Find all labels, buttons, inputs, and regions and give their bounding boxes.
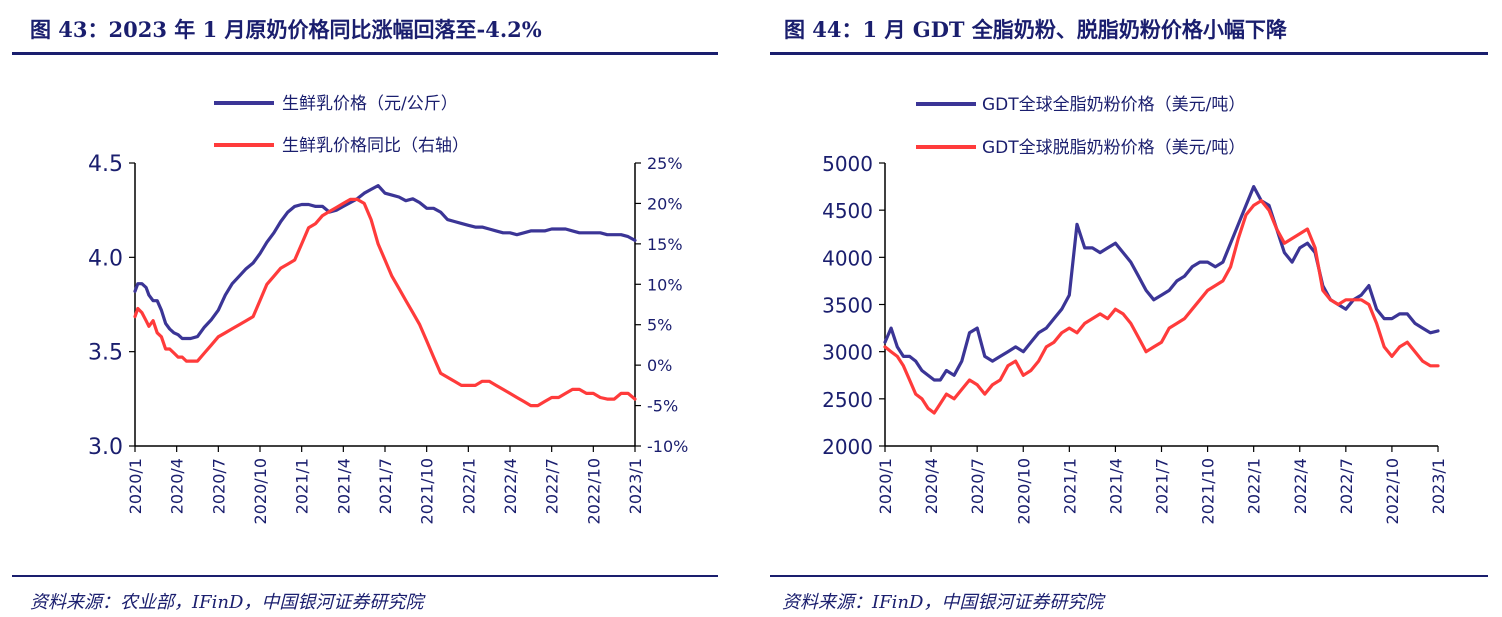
left-source-note: 资料来源：农业部，IFinD，中国银河证券研究院 bbox=[30, 592, 424, 613]
right-series-line-0 bbox=[883, 185, 1440, 382]
right-x-tick-label: 2022/1 bbox=[1245, 458, 1264, 514]
left-figure-title: 图 43：2023 年 1 月原奶价格同比涨幅回落至-4.2% bbox=[30, 17, 542, 42]
right-x-tick-label: 2021/4 bbox=[1106, 458, 1125, 514]
right-chart: GDT全球全脂奶粉价格（美元/吨） GDT全球脱脂奶粉价格（美元/吨） 2000… bbox=[822, 95, 1448, 524]
left-x-tick-label: 2020/10 bbox=[251, 458, 270, 524]
left-y-right-tick-label: -10% bbox=[647, 437, 688, 456]
left-x-tick-label: 2022/1 bbox=[459, 458, 478, 514]
right-x-tick-label: 2022/7 bbox=[1337, 458, 1356, 514]
right-x-tick-label: 2020/10 bbox=[1014, 458, 1033, 524]
legend-label-milk-price: 生鲜乳价格（元/公斤） bbox=[282, 94, 458, 114]
right-x-tick-label: 2022/4 bbox=[1291, 458, 1310, 514]
right-y-tick-label: 4500 bbox=[822, 199, 873, 223]
left-x-tick-label: 2022/10 bbox=[584, 458, 603, 524]
left-legend: 生鲜乳价格（元/公斤） 生鲜乳价格同比（右轴） bbox=[214, 94, 469, 156]
right-legend: GDT全球全脂奶粉价格（美元/吨） GDT全球脱脂奶粉价格（美元/吨） bbox=[916, 95, 1245, 158]
right-y-tick-label: 2000 bbox=[822, 435, 873, 459]
right-source-rule bbox=[770, 575, 1488, 577]
left-x-tick-label: 2021/10 bbox=[418, 458, 437, 524]
right-y-tick-label: 3000 bbox=[822, 341, 873, 365]
right-title-rule bbox=[770, 52, 1488, 55]
right-series-line-1 bbox=[883, 199, 1440, 415]
right-x-tick-label: 2023/1 bbox=[1429, 458, 1448, 514]
left-x-tick-label: 2022/7 bbox=[543, 458, 562, 514]
left-y-right-tick-label: 15% bbox=[647, 235, 683, 254]
right-x-tick-label: 2020/4 bbox=[922, 458, 941, 514]
left-x-tick-label: 2021/4 bbox=[334, 458, 353, 514]
left-x-tick-label: 2020/1 bbox=[126, 458, 145, 514]
left-x-tick-label: 2021/1 bbox=[293, 458, 312, 514]
left-series-line-0 bbox=[133, 184, 637, 341]
right-x-tick-label: 2022/10 bbox=[1383, 458, 1402, 524]
right-x-tick-label: 2020/1 bbox=[876, 458, 895, 514]
left-x-tick-label: 2021/7 bbox=[376, 458, 395, 514]
left-title-rule bbox=[12, 52, 718, 55]
left-y-right-tick-label: -5% bbox=[647, 397, 678, 416]
left-x-tick-label: 2023/1 bbox=[626, 458, 645, 514]
right-x-tick-label: 2021/10 bbox=[1199, 458, 1218, 524]
right-figure-panel: 图 44：1 月 GDT 全脂奶粉、脱脂奶粉价格小幅下降 GDT全球全脂奶粉价格… bbox=[762, 0, 1502, 617]
left-y-tick-label: 4.0 bbox=[88, 246, 123, 271]
right-y-tick-label: 4000 bbox=[822, 246, 873, 270]
left-y-right-tick-label: 10% bbox=[647, 275, 683, 294]
left-source-rule bbox=[12, 575, 718, 577]
legend-label-wmp: GDT全球全脂奶粉价格（美元/吨） bbox=[982, 95, 1245, 115]
right-y-tick-label: 2500 bbox=[822, 388, 873, 412]
right-y-tick-label: 5000 bbox=[822, 152, 873, 176]
left-x-tick-label: 2022/4 bbox=[501, 458, 520, 514]
left-x-tick-label: 2020/7 bbox=[209, 458, 228, 514]
left-y-tick-label: 3.5 bbox=[88, 341, 123, 366]
legend-label-smp: GDT全球脱脂奶粉价格（美元/吨） bbox=[982, 138, 1245, 158]
left-y-right-tick-label: 25% bbox=[647, 154, 683, 173]
right-x-tick-label: 2020/7 bbox=[968, 458, 987, 514]
left-y-right-tick-label: 20% bbox=[647, 194, 683, 213]
left-y-right-tick-label: 0% bbox=[647, 356, 672, 375]
legend-label-milk-yoy: 生鲜乳价格同比（右轴） bbox=[282, 136, 469, 156]
left-chart: 生鲜乳价格（元/公斤） 生鲜乳价格同比（右轴） 3.0 3.5 4.0 4.5 -10%… bbox=[88, 94, 688, 524]
left-x-tick-label: 2020/4 bbox=[168, 458, 187, 514]
right-y-tick-label: 3500 bbox=[822, 294, 873, 318]
right-source-note: 资料来源：IFinD，中国银河证券研究院 bbox=[782, 592, 1104, 613]
left-y-tick-label: 4.5 bbox=[88, 152, 123, 177]
right-x-tick-label: 2021/7 bbox=[1153, 458, 1172, 514]
left-figure-panel: 图 43：2023 年 1 月原奶价格同比涨幅回落至-4.2% 生鲜乳价格（元/… bbox=[0, 0, 730, 617]
left-y-right-tick-label: 5% bbox=[647, 316, 672, 335]
right-figure-title: 图 44：1 月 GDT 全脂奶粉、脱脂奶粉价格小幅下降 bbox=[784, 17, 1287, 42]
left-series-line-1 bbox=[133, 197, 637, 408]
right-x-tick-label: 2021/1 bbox=[1060, 458, 1079, 514]
left-y-tick-label: 3.0 bbox=[88, 435, 123, 460]
